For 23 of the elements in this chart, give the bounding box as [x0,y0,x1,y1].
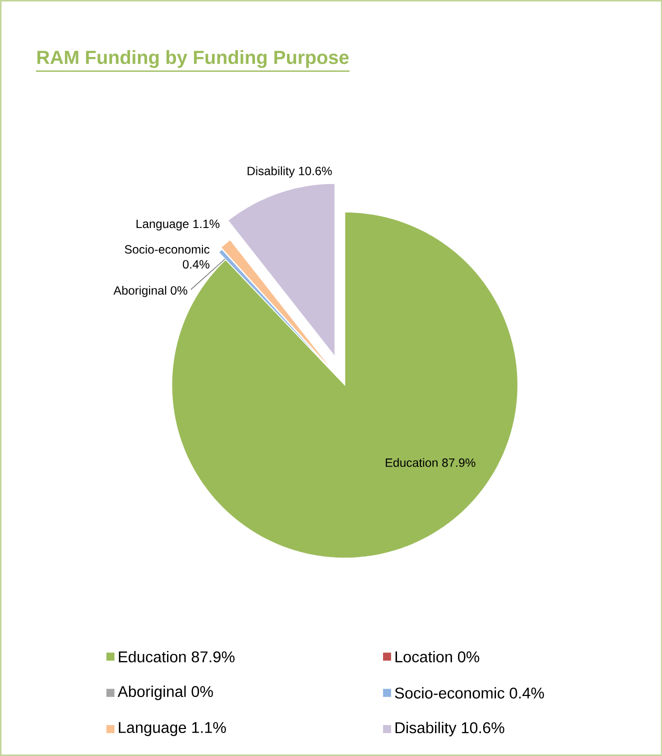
text: 0.4% [510,688,544,699]
slice-label: Education [386,458,438,467]
text: 0% [191,686,213,698]
legend-label: Location [395,650,452,662]
slice-label: Language [136,220,188,231]
slice-label: Socio-economic [124,244,210,254]
data-label: 10.6% [298,166,332,176]
text: 0% [170,286,188,295]
legend-label: Disability [395,722,456,736]
legend-label: Aboriginal [117,686,186,700]
legend-label: Education [118,650,186,662]
data-label: 87.9% [442,458,476,467]
slice-label: Disability [247,166,295,178]
category-label: Aboriginal [113,286,166,298]
chart-title: RAM Funding by Funding Purpose [37,50,348,68]
text: 0% [458,651,480,662]
text: 10.6% [462,722,504,734]
legend-label: Language [118,722,186,736]
data-label: 1.1% [193,220,220,228]
text: 87.9% [192,651,234,662]
data-label: 0.4% [182,260,210,269]
legend-label: Socio-economic [394,687,504,699]
text: 1.1% [192,722,226,733]
